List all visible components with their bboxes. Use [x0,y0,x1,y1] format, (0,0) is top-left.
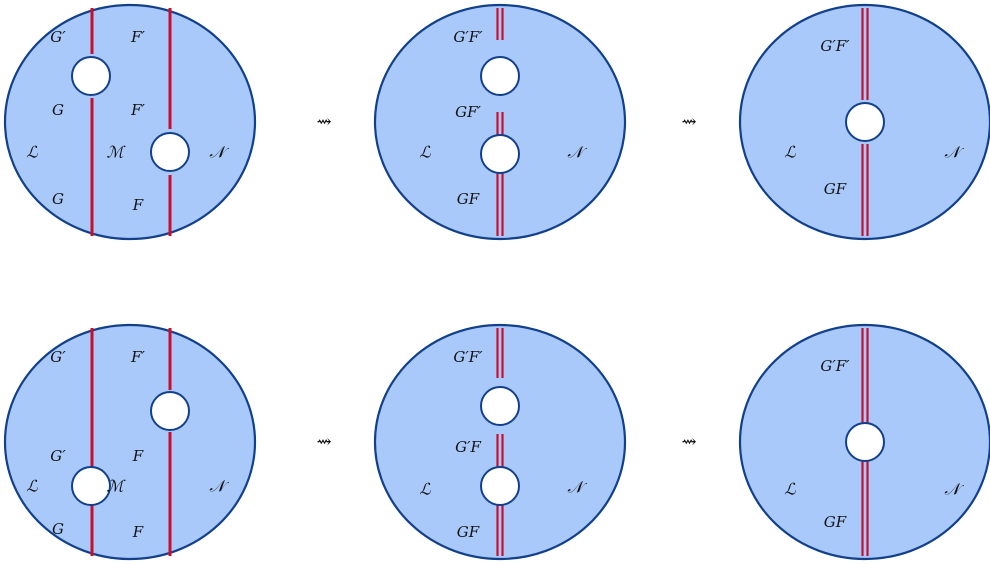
disk [373,3,627,241]
label-gf-bottom: GF [457,523,480,541]
label-g-prime-top: G′ [50,28,66,46]
hole [480,134,520,174]
label-f-prime-middle: F′ [130,101,145,119]
disk [373,323,627,561]
hole [150,132,190,172]
squiggle-arrow-1: ⇝ [681,432,696,453]
label-n-region: 𝒩 [209,477,229,496]
label-g-prime-f-middle: G′F [455,438,481,456]
panel-merged-one-hole: G′F′ ℒ 𝒩 GF [738,3,990,241]
label-f-bottom: F [132,196,144,214]
label-n-region: 𝒩 [209,143,229,162]
label-gf-bottom: GF [457,190,480,208]
panel-merged-one-hole: G′F′ ℒ 𝒩 GF [738,323,990,561]
label-l-region: ℒ [26,143,38,162]
label-n-region: 𝒩 [567,478,587,497]
label-l-region: ℒ [784,143,796,162]
hole [480,466,520,506]
label-g-bottom: G [52,520,64,538]
hole [71,466,111,506]
label-n-region: 𝒩 [944,480,964,499]
label-g-middle: G [52,101,64,119]
label-l-region: ℒ [419,480,431,499]
label-f-middle: F [132,447,144,465]
panel-separate-lines: G′ F′ G F′ ℒ ℳ 𝒩 G F [3,3,257,241]
label-gf-bottom: GF [824,513,847,531]
disk [3,323,257,561]
hole [480,386,520,426]
squiggle-arrow-1: ⇝ [681,112,696,133]
hole [150,391,190,431]
hole [71,56,111,96]
label-g-prime-top: G′ [50,348,66,366]
label-m-region: ℳ [106,477,126,496]
label-n-region: 𝒩 [567,143,587,162]
squiggle-arrow-0: ⇝ [316,432,331,453]
label-gf-bottom: GF [824,180,847,198]
hole [845,102,885,142]
label-l-region: ℒ [784,480,796,499]
label-gf-prime-prime-top: G′F′ [820,357,850,375]
label-m-region: ℳ [106,143,126,162]
hole [480,56,520,96]
hole [845,422,885,462]
label-g-bottom: G [52,190,64,208]
label-gf-prime-middle: GF′ [455,103,481,121]
label-f-prime-top: F′ [130,28,145,46]
panel-merged-two-holes: G′F′ GF′ ℒ 𝒩 GF [373,3,627,241]
disk [3,3,257,241]
label-gf-prime-prime-top: G′F′ [820,37,850,55]
squiggle-arrow-0: ⇝ [316,112,331,133]
label-gf-prime-prime-top: G′F′ [453,348,483,366]
label-n-region: 𝒩 [944,143,964,162]
label-g-prime-middle: G′ [50,447,66,465]
label-f-prime-top: F′ [130,348,145,366]
label-f-bottom: F [132,523,144,541]
label-gf-prime-prime-top: G′F′ [453,28,483,46]
label-l-region: ℒ [419,143,431,162]
panel-separate-lines: G′ F′ G′ F ℒ ℳ 𝒩 G F [3,323,257,561]
label-l-region: ℒ [26,477,38,496]
panel-merged-two-holes: G′F′ G′F ℒ 𝒩 GF [373,323,627,561]
